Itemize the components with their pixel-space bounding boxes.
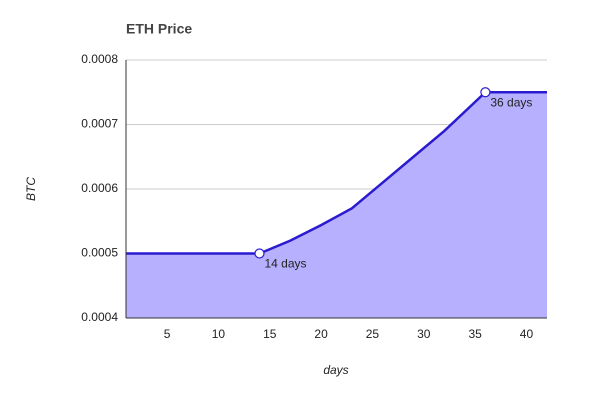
area-line bbox=[126, 91, 547, 255]
annotation-point bbox=[480, 87, 491, 98]
y-tick-label: 0.0005 bbox=[81, 246, 118, 260]
x-tick-label: 5 bbox=[164, 327, 171, 341]
annotation-label: 14 days bbox=[264, 257, 306, 271]
y-tick-label: 0.0004 bbox=[81, 310, 118, 324]
y-tick-label: 0.0007 bbox=[81, 117, 118, 131]
chart-title: ETH Price bbox=[126, 21, 192, 37]
y-tick-label: 0.0008 bbox=[81, 52, 118, 66]
x-axis-label: days bbox=[323, 363, 348, 377]
annotation-label: 36 days bbox=[490, 95, 532, 109]
x-tick-label: 25 bbox=[366, 327, 380, 341]
x-tick-label: 40 bbox=[520, 327, 534, 341]
area-fill bbox=[126, 92, 547, 318]
annotation-point bbox=[254, 248, 265, 259]
x-tick-label: 10 bbox=[212, 327, 226, 341]
y-tick-label: 0.0006 bbox=[81, 181, 118, 195]
x-tick-label: 35 bbox=[468, 327, 482, 341]
x-tick-label: 30 bbox=[417, 327, 431, 341]
x-tick-label: 20 bbox=[314, 327, 328, 341]
y-axis-label: BTC bbox=[24, 177, 38, 201]
x-tick-label: 15 bbox=[263, 327, 277, 341]
